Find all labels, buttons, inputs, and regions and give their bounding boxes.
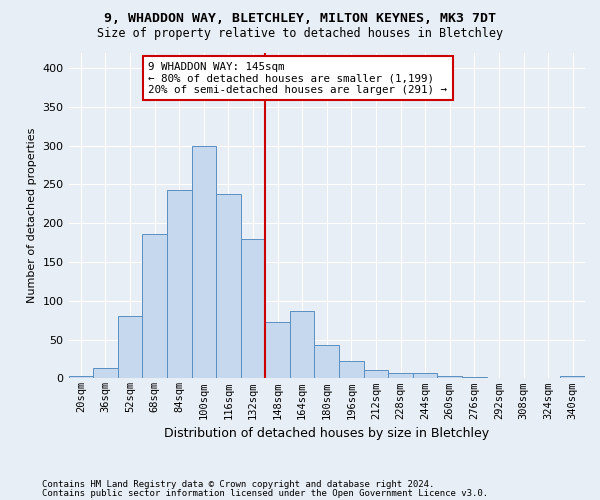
- Bar: [437, 376, 462, 378]
- Text: Size of property relative to detached houses in Bletchley: Size of property relative to detached ho…: [97, 28, 503, 40]
- Text: Contains public sector information licensed under the Open Government Licence v3: Contains public sector information licen…: [42, 489, 488, 498]
- Bar: [142, 234, 167, 378]
- Text: Contains HM Land Registry data © Crown copyright and database right 2024.: Contains HM Land Registry data © Crown c…: [42, 480, 434, 489]
- Bar: [339, 362, 364, 378]
- Bar: [118, 316, 142, 378]
- X-axis label: Distribution of detached houses by size in Bletchley: Distribution of detached houses by size …: [164, 427, 490, 440]
- Bar: [265, 322, 290, 378]
- Bar: [241, 238, 265, 378]
- Bar: [68, 376, 93, 378]
- Bar: [167, 190, 191, 378]
- Bar: [216, 194, 241, 378]
- Bar: [413, 373, 437, 378]
- Y-axis label: Number of detached properties: Number of detached properties: [27, 128, 37, 303]
- Bar: [560, 376, 585, 378]
- Bar: [388, 373, 413, 378]
- Bar: [191, 146, 216, 378]
- Bar: [364, 370, 388, 378]
- Bar: [314, 345, 339, 378]
- Text: 9 WHADDON WAY: 145sqm
← 80% of detached houses are smaller (1,199)
20% of semi-d: 9 WHADDON WAY: 145sqm ← 80% of detached …: [148, 62, 448, 95]
- Bar: [290, 311, 314, 378]
- Bar: [462, 377, 487, 378]
- Text: 9, WHADDON WAY, BLETCHLEY, MILTON KEYNES, MK3 7DT: 9, WHADDON WAY, BLETCHLEY, MILTON KEYNES…: [104, 12, 496, 26]
- Bar: [93, 368, 118, 378]
